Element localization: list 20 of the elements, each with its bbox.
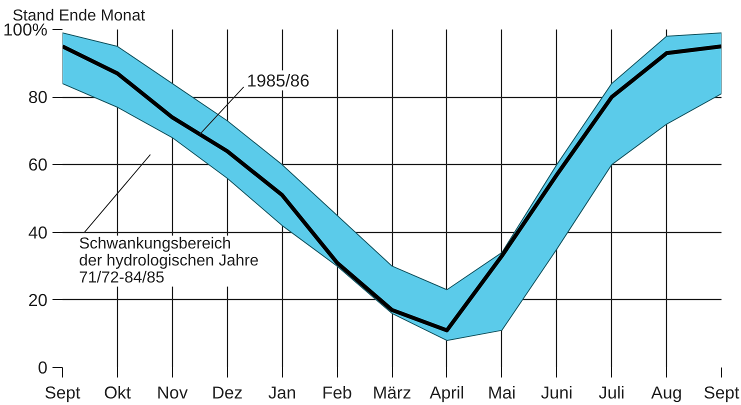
x-tick-label: Mai [488, 382, 516, 402]
x-tick-label: Feb [322, 382, 352, 402]
x-tick-label: April [430, 382, 464, 402]
y-tick-label: 80 [28, 87, 48, 108]
x-tick-label: Sept [704, 382, 740, 402]
y-tick-label: 40 [28, 222, 48, 242]
x-tick-label: Juni [540, 382, 573, 402]
x-tick-label: Aug [651, 382, 682, 402]
x-tick-label: Jan [268, 382, 296, 402]
y-tick-label: 0 [38, 358, 48, 378]
y-tick-label: 60 [28, 154, 48, 175]
x-tick-label: Sept [44, 382, 81, 402]
x-tick-label: Okt [104, 382, 132, 402]
x-tick-label: Dez [212, 382, 243, 402]
x-tick-label: Nov [156, 382, 188, 402]
text: 1985/86 [246, 70, 310, 90]
annotation: Schwankungsbereich der hydrologischen Jahre 71/72-84/85 [78, 236, 259, 287]
y-tick-label: 20 [28, 290, 48, 310]
x-tick-label: März [372, 382, 412, 402]
x-tick-label: Juli [598, 382, 625, 402]
